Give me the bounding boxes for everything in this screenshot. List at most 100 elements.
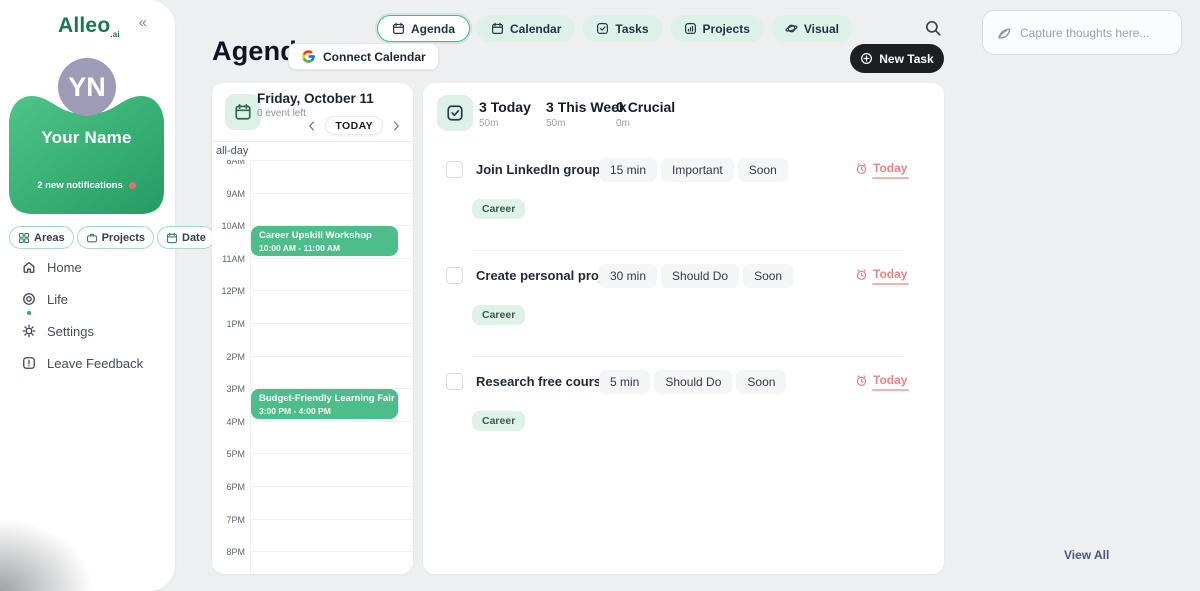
calendar-tile [225, 94, 261, 130]
hour-line [250, 160, 413, 161]
row-divider [473, 250, 903, 251]
connect-calendar-label: Connect Calendar [323, 49, 426, 64]
sidebar-filter-pills: Areas Projects Date [9, 226, 215, 249]
calendar-icon [166, 232, 178, 243]
calendar-icon [235, 103, 251, 120]
check-square-icon [597, 23, 609, 34]
calendar-event[interactable]: Budget-Friendly Learning Fair 3:00 PM - 4… [251, 389, 398, 419]
plus-circle-icon [861, 53, 873, 64]
calendar-date-title: Friday, October 11 [257, 91, 374, 106]
user-card: Your Name 2 new notifications [9, 87, 164, 214]
sidebar-item-life[interactable]: Life [22, 292, 143, 315]
capture-thoughts-input[interactable] [1020, 25, 1170, 40]
task-when-pill[interactable]: Soon [736, 370, 787, 394]
hour-line [250, 518, 413, 520]
tab-projects[interactable]: Projects [669, 15, 764, 42]
hour-line [250, 453, 413, 455]
prev-day-button[interactable] [305, 119, 319, 133]
task-due-label: Today [871, 267, 910, 285]
event-time: 10:00 AM - 11:00 AM [259, 243, 341, 254]
sidebar-item-settings[interactable]: Settings [22, 323, 143, 339]
event-time: 3:00 PM - 4:00 PM [259, 406, 331, 417]
task-title[interactable]: Create personal project [476, 268, 622, 283]
check-square-icon [447, 105, 463, 121]
task-due-badge[interactable]: Today [855, 373, 910, 391]
hour-line [250, 486, 413, 487]
hour-line [250, 388, 413, 390]
task-row: Join LinkedIn group 15 min Important Soo… [423, 158, 944, 220]
new-task-button[interactable]: New Task [850, 44, 944, 73]
sidebar-item-home[interactable]: Home [22, 259, 143, 275]
tasks-tile [437, 95, 473, 131]
projects-button[interactable]: Projects [76, 226, 154, 249]
task-duration-pill[interactable]: 5 min [599, 370, 651, 394]
task-duration-pill[interactable]: 30 min [599, 264, 658, 288]
task-checkbox[interactable] [446, 373, 463, 390]
sidebar-item-leave-feedback[interactable]: Leave Feedback [22, 355, 144, 371]
tab-label: Visual [803, 21, 840, 36]
notifications-link[interactable]: 2 new notifications [9, 180, 164, 191]
alarm-icon [856, 162, 867, 174]
tab-label: Tasks [615, 21, 649, 36]
avatar[interactable]: YN [58, 58, 116, 116]
areas-button[interactable]: Areas [9, 226, 74, 249]
hour-label: 8PM [226, 547, 245, 558]
task-title[interactable]: Research free courses [476, 374, 616, 389]
calendar-event[interactable]: Career Upskill Workshop 10:00 AM - 11:00 … [251, 226, 398, 256]
task-tag-career[interactable]: Career [472, 199, 526, 219]
tab-tasks[interactable]: Tasks [582, 15, 663, 42]
life-active-dot [27, 311, 31, 315]
search-icon [925, 20, 941, 36]
task-priority-pill[interactable]: Should Do [654, 370, 733, 394]
task-checkbox[interactable] [446, 161, 463, 178]
search-button[interactable] [924, 19, 944, 39]
hour-label: 1PM [226, 319, 245, 329]
collapse-sidebar-icon[interactable]: « [138, 14, 147, 31]
task-priority-pill[interactable]: Should Do [661, 264, 740, 288]
calendar-grid[interactable]: 8AM 9AM 10AM 11AM 12PM 1PM 2PM 3PM 4PM 5PM 6PM 7PM 8… [212, 160, 413, 574]
grid-icon [18, 232, 30, 243]
view-all-link[interactable]: View All [1064, 548, 1110, 562]
hour-label: 5PM [226, 449, 245, 460]
alarm-icon [856, 268, 867, 280]
task-due-label: Today [871, 161, 910, 179]
task-when-pill[interactable]: Soon [743, 264, 794, 288]
menu-label: Settings [47, 323, 94, 339]
stat-duration: 0m [616, 118, 630, 129]
task-when-pill[interactable]: Soon [737, 158, 788, 182]
task-checkbox[interactable] [446, 267, 463, 284]
sidebar: Alleo.ai « YN Your Name 2 new notificati… [0, 0, 215, 591]
task-due-badge[interactable]: Today [855, 161, 910, 179]
top-nav: Agenda Calendar Tasks Projects Visual [377, 15, 854, 42]
task-duration-pill[interactable]: 15 min [599, 158, 658, 182]
hour-label: 8AM [226, 160, 245, 166]
task-title[interactable]: Join LinkedIn group [476, 162, 601, 177]
task-tag-career[interactable]: Career [472, 411, 526, 431]
tab-agenda[interactable]: Agenda [377, 15, 471, 42]
tab-calendar[interactable]: Calendar [477, 15, 576, 42]
chevron-left-icon [309, 120, 315, 131]
all-day-row: all-day [212, 141, 413, 160]
hour-label: 3PM [226, 384, 245, 395]
gear-icon [22, 324, 36, 338]
tab-label: Calendar [510, 21, 562, 36]
today-button[interactable]: TODAY [325, 116, 383, 135]
hour-line [250, 323, 413, 324]
task-tag-career[interactable]: Career [472, 305, 526, 325]
agenda-icon [393, 22, 404, 34]
task-row: Create personal project 30 min Should Do… [423, 264, 944, 326]
hour-label: 2PM [226, 351, 245, 362]
task-due-badge[interactable]: Today [855, 267, 910, 285]
menu-label: Leave Feedback [47, 355, 144, 371]
connect-calendar-button[interactable]: Connect Calendar [288, 43, 439, 70]
menu-label: Home [47, 259, 82, 275]
event-title: Budget-Friendly Learning Fair [259, 393, 395, 405]
next-day-button[interactable] [389, 119, 403, 133]
sidebar-menu: Home Life Settings Leave Feedback [22, 260, 143, 388]
tab-visual[interactable]: Visual [770, 15, 854, 42]
date-button[interactable]: Date [157, 226, 215, 249]
target-icon [23, 293, 35, 305]
time-column-divider [250, 160, 251, 574]
user-card-wave [9, 96, 164, 214]
task-priority-pill[interactable]: Important [661, 158, 734, 182]
